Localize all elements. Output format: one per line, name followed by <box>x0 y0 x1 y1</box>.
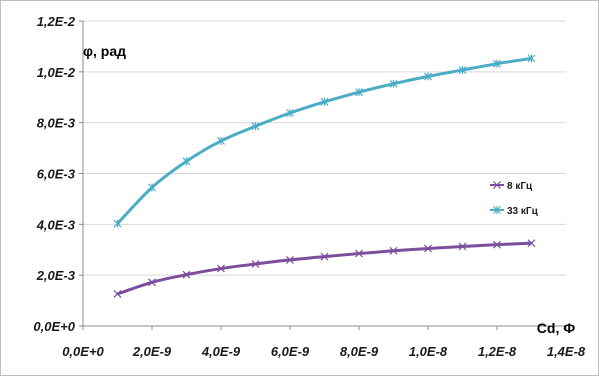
data-point-1-10 <box>458 66 467 75</box>
x-tick-label-5: 1,0E-8 <box>409 344 448 359</box>
x-tick-label-6: 1,2E-8 <box>478 344 517 359</box>
data-point-0-12 <box>527 239 536 248</box>
x-axis-tick-labels: 0,0E+0 2,0E-9 4,0E-9 6,0E-9 8,0E-9 1,0E-8 1,2E… <box>62 344 586 359</box>
gridlines <box>83 20 566 276</box>
data-point-0-11 <box>493 240 501 249</box>
x-tick-label-4: 8,0E-9 <box>340 344 379 359</box>
data-point-0-6 <box>320 252 329 261</box>
legend-item-33khz: 33 кГц <box>490 206 539 217</box>
series-line-0 <box>117 241 532 296</box>
data-point-1-5 <box>286 109 294 118</box>
x-axis-title: Cd, Ф <box>537 320 575 336</box>
y-tick-label-6: 1,2E-2 <box>37 14 76 29</box>
y-tick-label-1: 2,0E-3 <box>36 268 76 283</box>
legend-marker-8khz <box>493 181 501 189</box>
data-point-0-9 <box>424 244 432 253</box>
data-point-1-0 <box>113 219 122 228</box>
y-tick-label-0: 0,0E+0 <box>33 319 75 334</box>
legend-marker-glyph-0 <box>493 181 501 189</box>
axes <box>79 20 567 330</box>
legend-label-8khz: 8 кГц <box>507 181 533 192</box>
y-tick-label-2: 4,0E-3 <box>36 217 76 232</box>
legend-marker-glyph-1 <box>493 206 501 214</box>
data-point-1-11 <box>493 59 501 68</box>
x-tick-label-7: 1,4E-8 <box>547 344 586 359</box>
legend-marker-33khz <box>493 206 501 214</box>
y-axis-tick-labels: 0,0E+0 2,0E-3 4,0E-3 6,0E-3 8,0E-3 1,0E-2 1,2E… <box>33 14 75 334</box>
y-axis-title: φ, рад <box>83 43 126 59</box>
data-point-0-3 <box>217 264 225 273</box>
data-point-1-4 <box>251 122 260 131</box>
legend-label-33khz: 33 кГц <box>507 206 539 217</box>
legend: 8 кГц 33 кГц <box>490 181 539 217</box>
y-tick-label-4: 8,0E-3 <box>37 116 76 131</box>
data-point-1-7 <box>355 88 363 97</box>
legend-item-8khz: 8 кГц <box>490 181 533 192</box>
x-tick-label-0: 0,0E+0 <box>62 344 104 359</box>
data-point-1-9 <box>424 72 432 81</box>
data-point-1-1 <box>148 183 156 192</box>
data-point-1-6 <box>320 97 329 106</box>
data-point-1-3 <box>217 136 225 145</box>
y-tick-label-3: 6,0E-3 <box>37 167 76 182</box>
data-point-0-1 <box>148 278 156 287</box>
data-point-0-2 <box>182 270 191 279</box>
data-point-0-7 <box>355 249 363 258</box>
data-point-0-5 <box>286 255 294 264</box>
x-tick-label-3: 6,0E-9 <box>271 344 310 359</box>
series-1 <box>113 54 536 228</box>
series-line-1 <box>116 56 532 225</box>
x-tick-label-2: 4,0E-9 <box>201 344 241 359</box>
x-tick-label-1: 2,0E-9 <box>132 344 172 359</box>
series-0 <box>113 239 536 298</box>
data-point-0-0 <box>113 290 122 298</box>
data-point-0-8 <box>389 246 398 255</box>
data-series <box>113 54 536 298</box>
data-point-1-12 <box>527 54 536 63</box>
y-tick-label-5: 1,0E-2 <box>37 65 76 80</box>
data-point-1-8 <box>389 79 398 88</box>
data-point-0-4 <box>251 260 260 268</box>
data-point-1-2 <box>182 157 191 166</box>
data-point-0-10 <box>458 242 467 251</box>
